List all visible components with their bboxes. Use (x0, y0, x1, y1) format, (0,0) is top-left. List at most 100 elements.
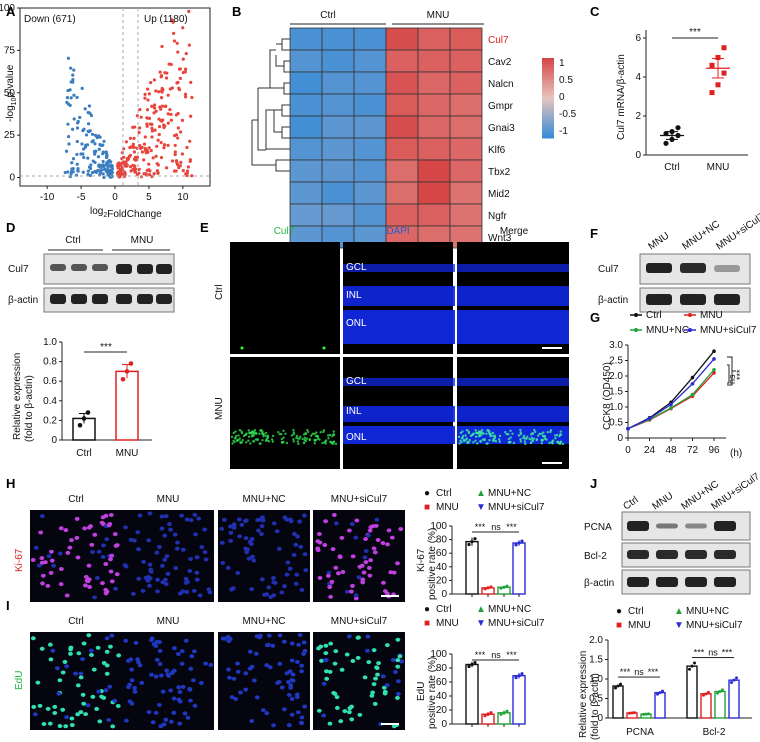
volcano-point-down (98, 143, 102, 147)
cell-nucleus (365, 648, 370, 653)
bar-point (514, 543, 518, 547)
e-cul7-signal (232, 431, 236, 435)
d-ylabel-1: Relative expression (12, 353, 23, 440)
cell-nucleus (282, 584, 287, 589)
volcano-point-down (72, 68, 76, 72)
volcano-point-up (140, 150, 145, 154)
g-legend-marker (688, 313, 692, 317)
cell-nucleus (340, 570, 346, 575)
e-cul7-signal (491, 434, 494, 438)
volcano-point-down (86, 172, 90, 177)
heatmap-legend-swatch (542, 94, 554, 97)
e-cul7-signal (461, 436, 464, 440)
e-cul7-signal (530, 436, 534, 439)
cell-nucleus (382, 690, 388, 695)
e-ctrl-cul7-speck (240, 346, 244, 350)
e-cul7-signal (544, 437, 547, 440)
e-cul7-signal (546, 430, 549, 434)
cell-nucleus (289, 678, 295, 683)
g-series-line (627, 369, 715, 430)
cell-nucleus (177, 689, 183, 694)
j-lane-label: MNU+siCul7 (709, 471, 760, 513)
d-band (137, 264, 153, 274)
e-cul7-signal (466, 440, 469, 443)
j-point (661, 689, 664, 693)
heatmap-gene-label: Cul7 (488, 35, 509, 46)
g-xtick-label: 96 (708, 445, 720, 456)
bar (512, 675, 526, 725)
heatmap-legend-swatch (542, 120, 554, 123)
e-cul7-signal (480, 432, 483, 435)
heatmap-legend-swatch (542, 88, 554, 91)
g-xunit: (h) (730, 448, 742, 459)
e-cul7-signal (457, 435, 461, 439)
volcano-point-up (190, 95, 194, 100)
cell-nucleus (112, 698, 118, 703)
cell-nucleus (354, 518, 360, 523)
g-point (712, 349, 716, 354)
heatmap-cell (353, 27, 387, 51)
d-band (71, 264, 87, 271)
cell-nucleus (136, 576, 142, 581)
d-point (77, 423, 83, 428)
cell-nucleus (220, 560, 226, 565)
cell-nucleus (146, 575, 151, 580)
heatmap-cell (385, 93, 419, 117)
e-cul7-signal (504, 431, 507, 434)
j-ylabel-1: Relative expression (578, 651, 589, 738)
j-band (656, 523, 678, 529)
e-cul7-signal (519, 428, 522, 432)
d-ylabel-2: (fold to β-actin) (24, 375, 35, 442)
panel-label-j: J (590, 476, 597, 491)
cell-nucleus (87, 584, 93, 589)
e-cul7-signal (302, 441, 306, 444)
heatmap-cell (449, 93, 483, 117)
volcano-point-down (89, 113, 94, 118)
cell-nucleus (136, 547, 141, 552)
volcano-point-down (71, 127, 75, 131)
j-bar (700, 693, 712, 719)
panel-a-volcano: Down (671) Up (1180) 0 25 50 75 100 -10 -5 0 5 1… (0, 3, 211, 220)
cell-nucleus (36, 563, 42, 568)
cell-nucleus (366, 565, 372, 570)
cell-nucleus (140, 588, 146, 593)
j-point (658, 691, 662, 695)
heatmap-gene-label: Gnai3 (488, 123, 515, 134)
e-cul7-signal (231, 442, 234, 445)
j-point (693, 661, 696, 665)
cell-nucleus (75, 712, 81, 717)
volcano-point-up (133, 170, 138, 174)
cell-nucleus (148, 567, 154, 572)
cell-nucleus (208, 662, 214, 667)
volcano-point-up (147, 92, 151, 96)
cell-nucleus (329, 579, 335, 584)
cell-nucleus (106, 717, 112, 722)
e-cul7-signal (295, 434, 299, 438)
volcano-point-up (159, 140, 163, 145)
cell-nucleus (250, 554, 255, 559)
e-cul7-signal (498, 440, 502, 443)
j-ytick-label: 0 (597, 713, 603, 724)
heatmap-cell (321, 93, 355, 117)
heatmap-legend-swatch (542, 72, 554, 75)
heatmap-legend-swatch (542, 70, 554, 73)
volcano-point-up (145, 148, 149, 152)
volcano-point-up (181, 57, 185, 61)
cell-nucleus (158, 673, 164, 678)
c-point (715, 82, 721, 88)
volcano-xtick-label: -10 (40, 192, 55, 203)
j-point (616, 684, 620, 688)
f-lane-label: MNU+NC (680, 219, 722, 253)
heatmap-legend-swatch (542, 80, 554, 83)
cell-nucleus (159, 514, 165, 519)
panel-d-western: Ctrl MNU Cul7 β-actin 0 0.2 0.4 0.6 0.8 1.0 *… (8, 235, 175, 459)
cell-nucleus (338, 719, 344, 724)
cell-nucleus (288, 685, 294, 690)
e-cul7-signal (258, 432, 261, 435)
d-band (156, 294, 172, 304)
volcano-point-up (160, 44, 164, 49)
e-onl-band (343, 426, 455, 444)
bar-ytick-label: 100 (430, 649, 447, 660)
cell-nucleus (350, 583, 355, 588)
